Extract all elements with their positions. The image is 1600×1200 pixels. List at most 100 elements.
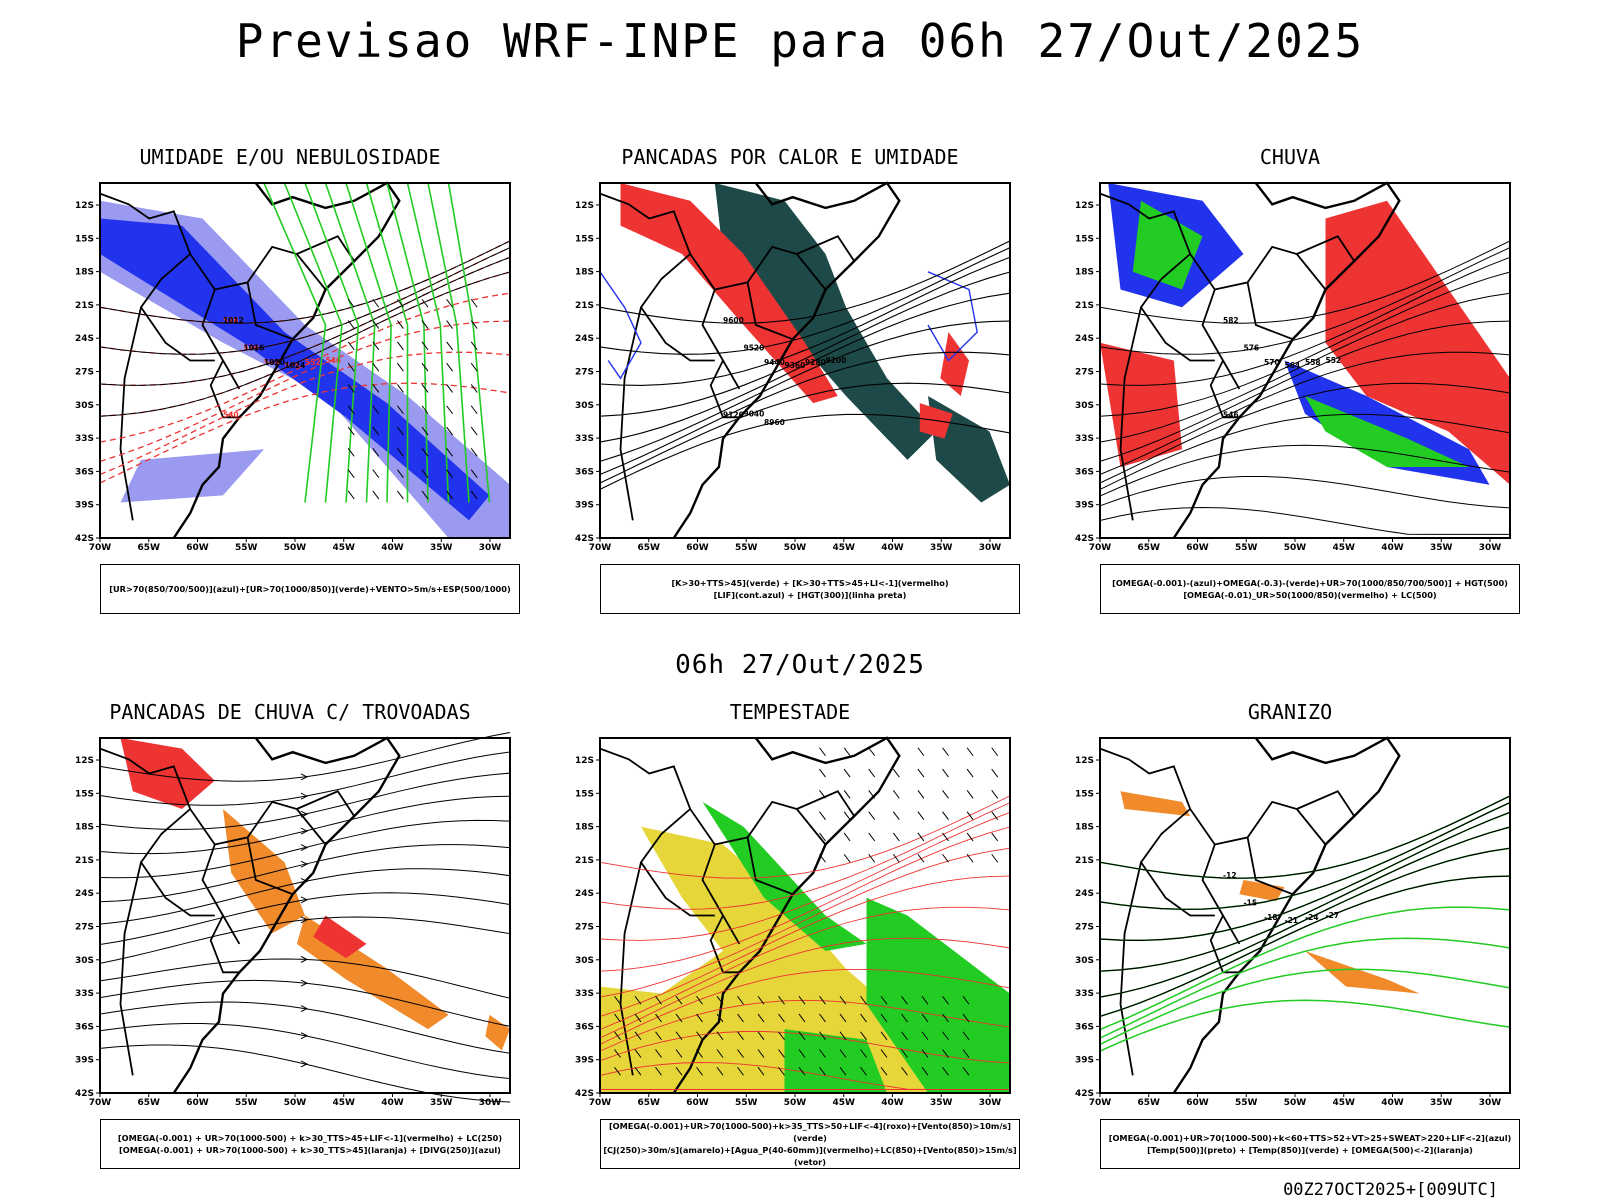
lon-label: 50W [784, 543, 807, 553]
wind-vector [421, 341, 429, 351]
lon-label: 55W [735, 1098, 758, 1108]
lat-label: 24S [1075, 334, 1094, 344]
wind-vector [966, 811, 974, 820]
shaded-area [1239, 880, 1285, 902]
wind-vector [860, 1049, 867, 1058]
wind-vector [716, 1049, 724, 1058]
humidity-contour [345, 182, 392, 503]
lat-label: 42S [575, 534, 594, 544]
wind-vector [696, 1049, 703, 1058]
country-border [1214, 800, 1327, 846]
contour-label: 558 [285, 361, 301, 370]
lat-label: 36S [575, 467, 594, 477]
contour-label: 1016 [244, 344, 265, 353]
wind-vector [942, 1066, 949, 1076]
lat-label: 15S [1075, 789, 1094, 799]
wind-vector [446, 362, 454, 372]
wind-vector [868, 832, 876, 842]
lat-label: 12S [75, 756, 94, 766]
lon-label: 65W [1138, 1098, 1161, 1108]
wind-vector [839, 1049, 847, 1058]
lat-label: 24S [575, 334, 594, 344]
wind-vector [634, 1013, 642, 1023]
wind-vector [839, 995, 847, 1005]
lon-label: 45W [333, 543, 356, 553]
streamline-arrow [300, 916, 309, 924]
lat-label: 27S [1075, 923, 1094, 933]
wind-vector [470, 490, 478, 500]
wind-vector [942, 747, 949, 757]
wind-vector [470, 426, 478, 436]
wind-vector [991, 747, 999, 757]
map-layers [99, 732, 511, 1103]
country-border [1139, 808, 1215, 917]
lon-label: 65W [638, 1098, 661, 1108]
lon-label: 40W [1381, 1098, 1404, 1108]
wind-vector [421, 448, 429, 457]
map-chuva: 582 576 570 564 558 552 546 12S 15S 18S 21S 24S 27S 3… [1075, 181, 1511, 553]
wind-vector [757, 1049, 765, 1058]
wind-vector [737, 1066, 744, 1076]
lat-label: 39S [1075, 1056, 1094, 1066]
panel-title: PANCADAS DE CHUVA C/ TROVOADAS [109, 700, 471, 724]
lat-label: 27S [575, 368, 594, 378]
contour-label: 576 [1244, 344, 1260, 353]
contour-line [599, 847, 1011, 998]
lon-label: 40W [881, 543, 904, 553]
wind-vector [655, 1066, 662, 1076]
wind-vector [966, 768, 974, 778]
lon-label: 50W [784, 1098, 807, 1108]
streamline-arrow [300, 827, 309, 835]
lat-label: 21S [75, 301, 94, 311]
lat-label: 33S [75, 989, 94, 999]
lat-label: 39S [575, 1056, 594, 1066]
lat-label: 27S [75, 923, 94, 933]
lat-label: 27S [575, 923, 594, 933]
lat-label: 12S [575, 201, 594, 211]
wind-vector [757, 995, 765, 1005]
streamline-arrow [300, 1005, 309, 1013]
wind-vector [966, 747, 974, 757]
lat-label: 33S [575, 989, 594, 999]
lat-label: 21S [575, 301, 594, 311]
contour-label: -15 [1244, 899, 1258, 908]
wind-vector [470, 448, 478, 457]
lat-label: 30S [575, 956, 594, 966]
lat-label: 39S [1075, 501, 1094, 511]
contour-line [1099, 320, 1511, 462]
lon-label: 60W [686, 1098, 709, 1108]
contour-line [1099, 271, 1511, 417]
lat-label: 30S [1075, 956, 1094, 966]
shaded-area [1325, 200, 1510, 485]
contour-label: 8960 [764, 418, 785, 427]
streamline [99, 868, 511, 925]
lat-label: 24S [575, 889, 594, 899]
contour-line [1099, 826, 1511, 972]
wind-vector [901, 1066, 908, 1076]
wind-vector [446, 448, 454, 457]
wind-vector [917, 853, 925, 863]
lat-label: 12S [575, 756, 594, 766]
panel-umidade: UMIDADE E/OU NEBULOSIDADE 576 570 564 558 55… [50, 145, 530, 635]
lon-label: 55W [235, 543, 258, 553]
contour-line [599, 968, 1011, 1045]
wind-vector [675, 1013, 683, 1023]
contour-line [99, 240, 511, 324]
legend-line: [OMEGA(-0.001) + UR>70(1000-500) + k>30_… [117, 1133, 503, 1143]
wind-vector [819, 768, 826, 778]
wind-vector [421, 469, 429, 478]
contour-line [1099, 802, 1511, 910]
lon-label: 35W [1430, 1098, 1453, 1108]
lon-label: 35W [930, 1098, 953, 1108]
lat-label: 21S [575, 856, 594, 866]
country-border [639, 808, 715, 917]
lat-label: 18S [575, 268, 594, 278]
wind-vector [819, 832, 826, 842]
wind-vector [446, 405, 454, 415]
shaded-area [223, 809, 305, 934]
coastline [672, 181, 901, 539]
wind-vector [921, 1013, 929, 1023]
wind-vector [737, 1031, 744, 1041]
